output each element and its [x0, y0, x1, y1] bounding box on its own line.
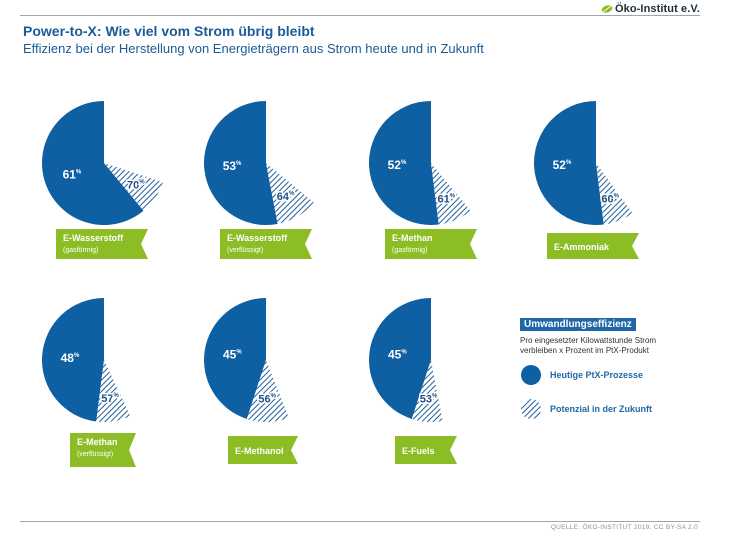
pie-1: 61%70%E-Wasserstoff(gasförmig) [42, 101, 163, 259]
pie-3: 52%61%E-Methan(gasförmig) [369, 101, 477, 259]
pie-slice-current [42, 298, 104, 422]
pie-name: E-Ammoniak [554, 242, 610, 252]
pie-slice-future [96, 360, 131, 422]
pie-name: E-Methanol [235, 446, 284, 456]
pie-sublabel: (verflüssigt) [77, 451, 113, 458]
pie-4: 52%60%E-Ammoniak [534, 101, 639, 259]
pie-slice-future [104, 163, 163, 211]
pie-sublabel: (gasförmig) [63, 247, 98, 254]
pie-slice-current [42, 101, 144, 225]
pie-slice-future [266, 163, 314, 224]
logo-text: Öko-Institut e.V. [614, 3, 700, 15]
legend-swatch-current [521, 365, 541, 385]
pie-6: 45%56%E-Methanol [203, 298, 298, 464]
pie-name: E-Wasserstoff [63, 233, 124, 243]
pie-slice-current [203, 298, 266, 419]
pie-label-future: 53% [420, 393, 438, 405]
pie-name: E-Methan [77, 437, 118, 447]
pie-2: 53%64%E-Wasserstoff(verflüssigt) [203, 101, 314, 259]
legend-label-future: Potenzial in der Zukunft [550, 404, 653, 414]
pie-sublabel: (verflüssigt) [227, 247, 263, 254]
pie-slice-current [534, 101, 604, 225]
pie-slice-future [596, 163, 633, 225]
pie-sublabel: (gasförmig) [392, 247, 427, 254]
chart-subtitle: Effizienz bei der Herstellung von Energi… [23, 41, 484, 56]
pie-name-flag [220, 229, 312, 259]
top-rule [20, 15, 700, 16]
legend-item-future: Potenzial in der Zukunft [520, 398, 652, 420]
legend-heading: Umwandlungseffizienz [520, 318, 636, 331]
pie-7: 45%53%E-Fuels [368, 298, 457, 464]
legend-swatch-future [521, 399, 541, 419]
legend-description: Pro eingesetzter Kilowattstunde Strom ve… [520, 336, 657, 355]
leaf-icon [601, 5, 613, 13]
pie-5: 48%57%E-Methan(verflüssigt) [42, 298, 136, 467]
pie-slice-future [246, 360, 289, 422]
bottom-rule [20, 521, 700, 522]
pie-slice-future [431, 163, 471, 225]
pie-slice-future [411, 360, 443, 422]
source-note: QUELLE: ÖKO-INSTITUT 2019, CC BY-SA 2.0 [550, 524, 698, 531]
pie-name: E-Fuels [402, 446, 435, 456]
pie-name: E-Methan [392, 233, 433, 243]
legend-item-current: Heutige PtX-Prozesse [520, 364, 643, 386]
pie-name-flag [56, 229, 148, 259]
pie-name-flag [228, 436, 298, 464]
pie-name-flag [385, 229, 477, 259]
pie-name-flag [395, 436, 457, 464]
legend-label-current: Heutige PtX-Prozesse [550, 370, 644, 380]
pie-name-flag [547, 233, 639, 259]
legend: Umwandlungseffizienz Pro eingesetzter Ki… [520, 314, 710, 419]
pie-name: E-Wasserstoff [227, 233, 288, 243]
logo: Öko-Institut e.V. [601, 2, 700, 16]
pie-slice-current [369, 101, 439, 225]
pie-slice-current [368, 298, 431, 419]
pie-name-flag [70, 433, 136, 467]
chart-title: Power-to-X: Wie viel vom Strom übrig ble… [23, 23, 315, 39]
pie-slice-current [203, 101, 278, 226]
